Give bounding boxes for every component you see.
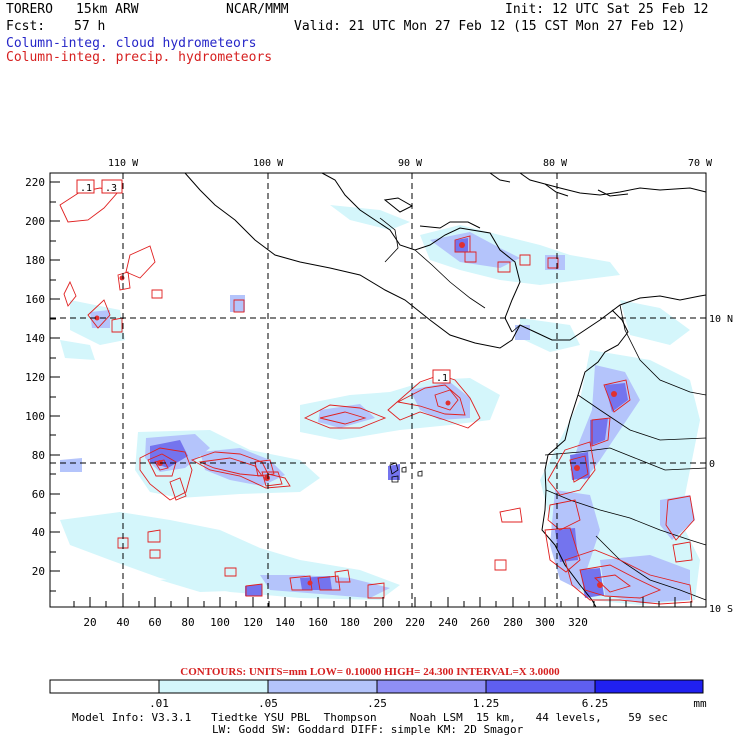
x-tick: 180 <box>340 616 360 629</box>
lon-label-110w: 110 W <box>108 158 139 169</box>
colorbar-segment <box>158 679 269 694</box>
model-name: TORERO <box>6 2 53 17</box>
lon-label-70w: 70 W <box>688 158 713 169</box>
country-borders <box>379 217 707 601</box>
lat-label-0: 0 <box>709 459 715 470</box>
colorbar-label: .01 <box>149 697 169 710</box>
contour-label: .1 <box>436 373 448 384</box>
contour-labels: .1 .3 .1 <box>76 179 451 384</box>
y-tick-labels: 20 40 60 80 100 120 140 160 180 200 220 <box>25 176 45 578</box>
field-precip-hydrometeors: Column-integ. precip. hydrometeors <box>6 50 273 65</box>
x-tick: 320 <box>568 616 588 629</box>
y-tick: 100 <box>25 410 45 423</box>
contour-label: .3 <box>105 183 117 194</box>
model-info: Model Info: V3.3.1 Tiedtke YSU PBL Thomp… <box>72 711 669 724</box>
organization: NCAR/MMM <box>226 2 289 17</box>
precip-cores <box>94 242 617 588</box>
contour-label: .1 <box>80 183 92 194</box>
graticule <box>50 173 706 607</box>
forecast-label: Fcst: <box>6 19 46 34</box>
x-tick: 120 <box>243 616 263 629</box>
x-tick: 160 <box>308 616 328 629</box>
colorbar-label: .25 <box>367 697 387 710</box>
y-tick: 20 <box>32 565 45 578</box>
map-frame <box>49 172 707 608</box>
x-axis <box>73 597 692 607</box>
init-time: Init: 12 UTC Sat 25 Feb 12 <box>505 2 709 17</box>
x-tick: 60 <box>148 616 161 629</box>
lat-label-10n: 10 N <box>709 314 733 325</box>
colorbar-segment <box>485 679 596 694</box>
y-tick: 80 <box>32 449 45 462</box>
x-tick: 260 <box>470 616 490 629</box>
y-tick: 120 <box>25 371 45 384</box>
colorbar-segment <box>49 679 160 694</box>
x-tick: 140 <box>275 616 295 629</box>
contours-info: CONTOURS: UNITS=mm LOW= 0.10000 HIGH= 24… <box>180 666 560 678</box>
colorbar-segment <box>376 679 487 694</box>
model-physics: LW: Godd SW: Goddard DIFF: simple KM: 2D… <box>212 723 524 736</box>
y-tick: 140 <box>25 332 45 345</box>
colorbar-label: 6.25 <box>581 697 609 710</box>
forecast-hours: 57 h <box>74 19 106 34</box>
y-tick: 40 <box>32 526 45 539</box>
y-axis <box>50 181 60 592</box>
x-tick: 80 <box>181 616 194 629</box>
x-tick: 100 <box>210 616 230 629</box>
colorbar-label: 1.25 <box>472 697 500 710</box>
x-tick-labels: 20 40 60 80 100 120 140 160 180 200 220 … <box>83 616 588 629</box>
colorbar <box>49 679 704 694</box>
x-tick: 240 <box>438 616 458 629</box>
field-cloud-hydrometeors: Column-integ. cloud hydrometeors <box>6 36 257 51</box>
x-tick: 220 <box>405 616 425 629</box>
lon-label-90w: 90 W <box>398 158 423 169</box>
y-tick: 180 <box>25 254 45 267</box>
valid-time: Valid: 21 UTC Mon 27 Feb 12 (15 CST Mon … <box>294 19 686 34</box>
galapagos-islands <box>389 462 423 483</box>
y-tick: 160 <box>25 293 45 306</box>
colorbar-segment <box>267 679 378 694</box>
y-tick: 200 <box>25 215 45 228</box>
colorbar-units: mm <box>693 697 707 710</box>
y-tick: 220 <box>25 176 45 189</box>
colorbar-segment <box>594 679 704 694</box>
x-tick: 200 <box>373 616 393 629</box>
x-tick: 300 <box>535 616 555 629</box>
lon-label-100w: 100 W <box>253 158 284 169</box>
y-tick: 60 <box>32 488 45 501</box>
model-resolution: 15km ARW <box>76 2 139 17</box>
lon-label-80w: 80 W <box>543 158 568 169</box>
colorbar-label: .05 <box>258 697 278 710</box>
x-tick: 20 <box>83 616 96 629</box>
lat-label-10s: 10 S <box>709 604 733 615</box>
x-tick: 280 <box>503 616 523 629</box>
x-tick: 40 <box>116 616 129 629</box>
